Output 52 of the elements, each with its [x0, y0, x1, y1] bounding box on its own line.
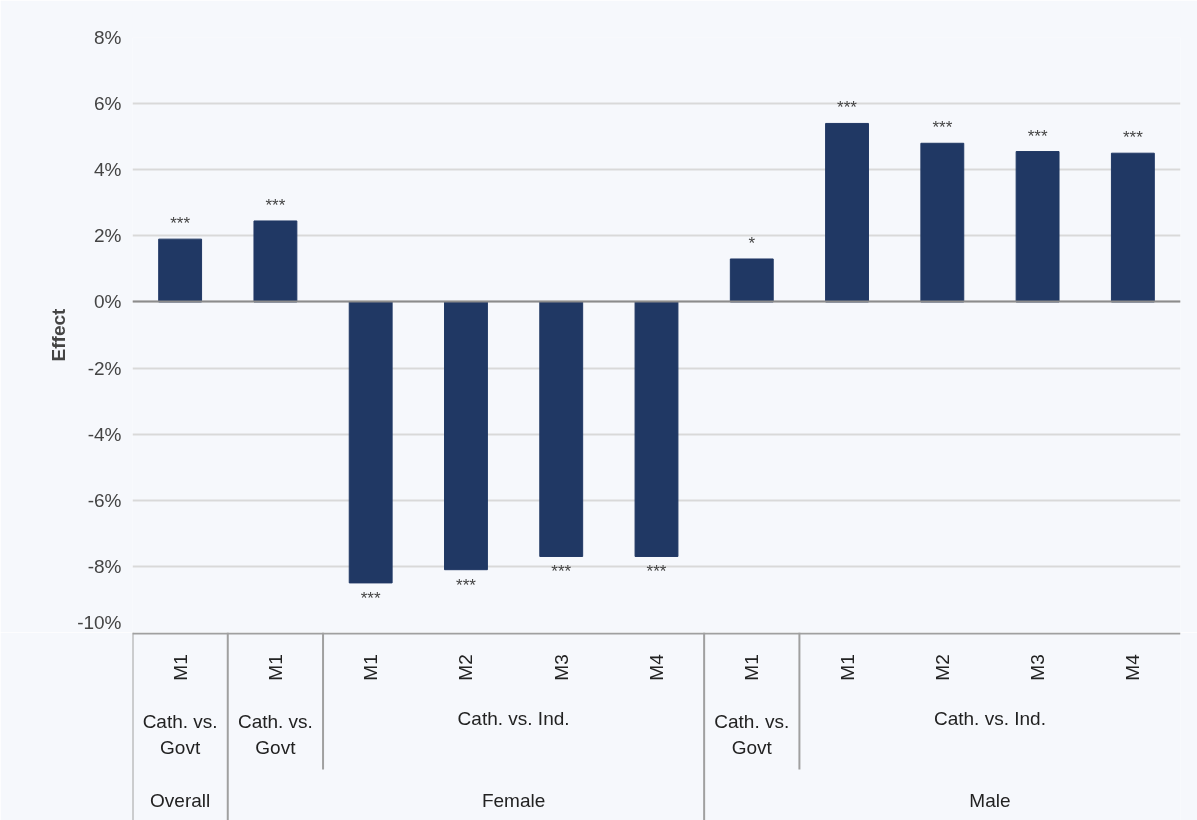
- y-tick-label: -4%: [87, 423, 122, 445]
- x-tick-label: M1: [169, 654, 191, 681]
- y-tick-label: -10%: [77, 611, 122, 633]
- y-tick-label: -8%: [87, 555, 122, 577]
- y-tick-label: 0%: [94, 291, 122, 313]
- data-label: *: [748, 233, 756, 253]
- data-label: ***: [265, 195, 286, 215]
- y-tick-label: 8%: [94, 27, 122, 48]
- bar: [253, 220, 298, 303]
- text: Overall: [150, 790, 211, 811]
- x-tick-label: M2: [455, 654, 477, 681]
- text: Cath. vs. Ind.: [933, 708, 1046, 729]
- bar: [444, 301, 488, 571]
- data-label: ***: [837, 98, 858, 118]
- bar: [348, 301, 393, 584]
- data-label: ***: [1122, 128, 1144, 148]
- bar: [825, 122, 869, 303]
- bar: [158, 238, 203, 303]
- x-tick-label: M1: [360, 654, 382, 681]
- x-tick-label: M2: [931, 654, 953, 681]
- bar: [729, 258, 774, 303]
- text: Cath. vs. Govt: [142, 711, 218, 758]
- data-label: ***: [932, 118, 953, 138]
- text: Male: [969, 790, 1011, 811]
- x-tick-label: M1: [264, 654, 286, 681]
- x-tick-label: M3: [550, 654, 572, 681]
- text: Cath. vs. Ind.: [457, 708, 570, 729]
- x-tick-label: M4: [1122, 653, 1144, 681]
- x-tick-label: M1: [836, 654, 858, 681]
- bar: [539, 301, 584, 557]
- bar: [634, 301, 679, 557]
- bar: [920, 142, 965, 303]
- x-tick-label: M4: [646, 653, 667, 681]
- y-tick-label: 4%: [94, 159, 122, 181]
- x-tick-label: M3: [1027, 654, 1049, 681]
- y-axis-title: Effect: [48, 307, 70, 362]
- text: Female: [481, 790, 546, 811]
- y-tick-label: -2%: [87, 357, 122, 379]
- data-label: ***: [646, 562, 667, 582]
- data-label: ***: [551, 562, 572, 582]
- bar: [1015, 151, 1060, 303]
- data-label: ***: [456, 575, 477, 595]
- text: Cath. vs. Govt: [237, 711, 313, 758]
- y-tick-label: 2%: [94, 225, 122, 247]
- y-tick-label: 6%: [94, 93, 122, 115]
- text: Cath. vs. Govt: [714, 711, 790, 758]
- y-tick-label: -6%: [87, 489, 122, 511]
- x-tick-label: M1: [741, 654, 763, 681]
- data-label: ***: [360, 588, 381, 608]
- data-label: ***: [170, 214, 191, 234]
- data-label: ***: [1027, 126, 1048, 146]
- bar: [1110, 152, 1155, 303]
